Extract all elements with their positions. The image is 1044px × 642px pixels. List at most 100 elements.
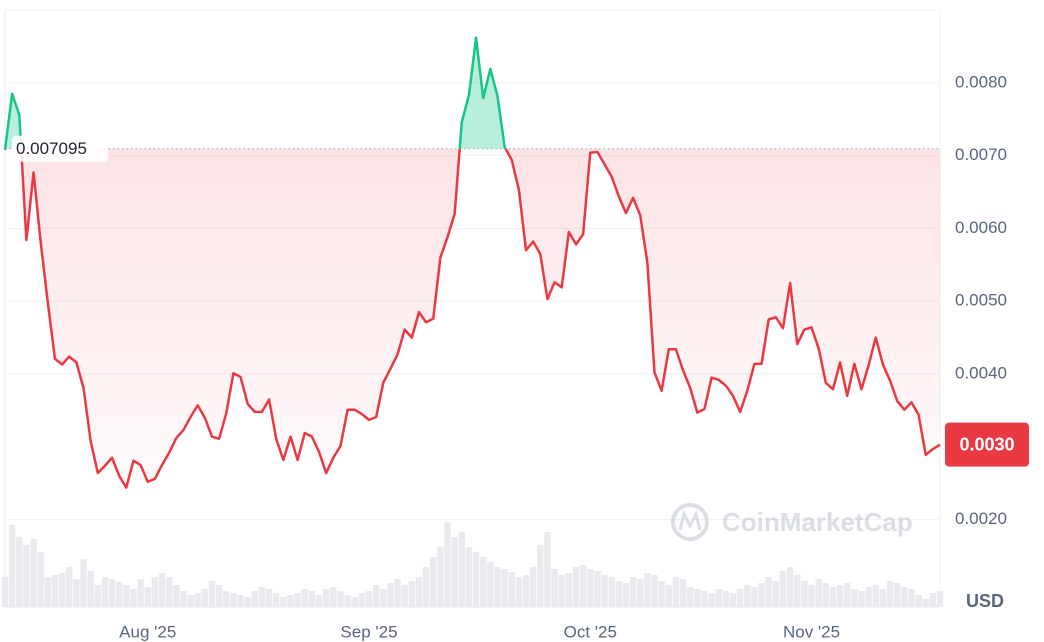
volume-bar <box>458 532 466 607</box>
area-below <box>5 148 940 488</box>
volume-bar <box>123 585 130 607</box>
volume-bar <box>893 583 901 607</box>
last-price-label: 0.0030 <box>959 434 1014 454</box>
volume-bar <box>865 587 872 607</box>
volume-bar <box>537 545 544 607</box>
volume-bar <box>44 577 52 607</box>
volume-bar <box>37 552 44 607</box>
volume-bar <box>215 585 223 607</box>
x-tick-label: Sep '25 <box>340 622 397 641</box>
volume-bar <box>658 581 665 607</box>
volume-bar <box>886 581 894 607</box>
volume-bar <box>23 545 30 607</box>
y-tick-label: 0.0080 <box>955 72 1007 91</box>
volume-bar <box>30 539 37 607</box>
volume-bar <box>644 573 651 607</box>
volume-bar <box>851 589 858 607</box>
volume-bar <box>594 571 601 607</box>
volume-bar <box>522 575 530 607</box>
volume-bar <box>686 587 694 607</box>
volume-bar <box>808 585 815 607</box>
last-price-bg <box>945 422 1029 467</box>
volume-bar <box>744 585 751 607</box>
volume-bar <box>444 522 451 607</box>
volume-bar <box>672 577 680 607</box>
volume-bar <box>451 537 458 607</box>
price-line-down <box>3 148 941 489</box>
volume-bar <box>16 537 23 607</box>
volume-bar <box>173 585 180 607</box>
volume-bar <box>751 587 758 607</box>
volume-bar <box>194 593 201 607</box>
volume-bar <box>258 587 266 607</box>
volume-bar <box>665 585 672 607</box>
volume-bar <box>487 562 494 607</box>
volume-bar <box>58 573 66 607</box>
watermark-text: CoinMarketCap <box>722 507 913 537</box>
volume-bar <box>494 567 501 607</box>
volume-bar <box>230 593 237 607</box>
volume-bar <box>101 577 109 607</box>
volume-bar <box>786 567 794 607</box>
volume-bar <box>294 593 301 607</box>
volume-bar <box>915 595 922 607</box>
volume-bar <box>8 525 16 607</box>
y-tick-label: 0.0060 <box>955 218 1007 237</box>
y-tick-label: 0.0050 <box>955 291 1007 310</box>
volume-bar <box>551 569 558 607</box>
volume-bar <box>608 577 615 607</box>
x-tick-label: Nov '25 <box>783 622 840 641</box>
volume-bar <box>908 589 915 607</box>
volume-bar <box>701 591 708 607</box>
volume-bar <box>330 587 337 607</box>
volume-bar <box>601 575 608 607</box>
volume-bar <box>565 573 573 607</box>
volume-bar <box>151 577 159 607</box>
volume-bar <box>158 573 166 607</box>
watermark: CoinMarketCap <box>671 503 913 541</box>
volume-bar <box>479 557 487 607</box>
volume-bar <box>801 581 808 607</box>
baseline-label-bg <box>12 135 108 162</box>
volume-bar <box>365 591 373 607</box>
volume-bar <box>836 585 844 607</box>
volume-bar <box>572 567 580 607</box>
volume-bar <box>901 587 908 607</box>
volume-bar <box>722 591 730 607</box>
volume-bar <box>822 583 830 607</box>
volume-bar <box>401 585 408 607</box>
volume-bar <box>422 567 430 607</box>
volume-bar <box>558 575 565 607</box>
volume-bar <box>201 589 209 607</box>
volume-bar <box>408 581 416 607</box>
volume-bar <box>794 575 801 607</box>
volume-bar <box>337 591 344 607</box>
volume-bar <box>651 575 658 607</box>
volume-bar <box>280 597 287 607</box>
volume-bar <box>615 581 623 607</box>
volume-bar <box>529 567 537 607</box>
volume-bar <box>772 581 780 607</box>
volume-bar <box>308 591 316 607</box>
volume-bar <box>80 559 87 607</box>
volume-bar <box>929 593 937 607</box>
price-line-up <box>3 36 508 149</box>
volume-bar <box>273 593 280 607</box>
volume-bar <box>130 589 137 607</box>
volume-bar <box>622 583 630 607</box>
volume-bar <box>144 587 151 607</box>
volume-bar <box>415 577 423 607</box>
volume-bar <box>94 585 101 607</box>
volume-bar <box>380 589 387 607</box>
volume-bar <box>844 583 851 607</box>
volume-bar <box>437 547 444 607</box>
x-tick-label: Oct '25 <box>564 622 617 641</box>
volume-bar <box>629 577 637 607</box>
baseline-label: 0.007095 <box>16 139 87 158</box>
volume-bar <box>765 577 772 607</box>
volume-bar <box>715 589 722 607</box>
volume-bar <box>315 595 323 607</box>
volume-bar <box>394 579 401 607</box>
volume-bar <box>829 587 837 607</box>
